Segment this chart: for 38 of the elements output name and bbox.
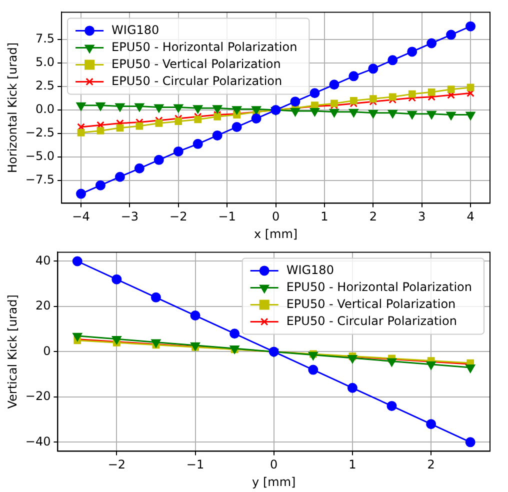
x-tick-label: −4 (72, 210, 90, 224)
x-tick-label: 1 (348, 458, 356, 472)
y-tick-label: 7.5 (35, 32, 55, 46)
x-tick-label: −2 (108, 458, 126, 472)
y-axis-title: Horizontal Kick [urad] (5, 42, 20, 173)
y-tick-label: 40 (35, 253, 51, 268)
x-tick-label: 4 (466, 210, 474, 224)
y-tick-label: 0 (43, 344, 51, 358)
x-tick-label: 1 (320, 210, 328, 224)
x-tick-label: 2 (427, 458, 435, 472)
legend-label: WIG180 (112, 22, 160, 37)
y-tick-label: 2.5 (35, 78, 55, 93)
y-tick-label: −40 (25, 434, 51, 448)
y-axis-title: Vertical Kick [urad] (5, 294, 20, 409)
y-tick-label: −2.5 (25, 126, 55, 140)
y-tick-label: −20 (25, 389, 51, 404)
x-axis-title: y [mm] (252, 474, 296, 489)
x-tick-label: −1 (218, 210, 236, 224)
y-tick-label: 0.0 (35, 102, 55, 116)
x-tick-label: −1 (186, 458, 204, 472)
legend-label: EPU50 - Circular Polarization (286, 314, 457, 328)
x-tick-label: 0 (270, 458, 278, 472)
y-tick-label: −7.5 (25, 172, 55, 187)
y-tick-label: 20 (35, 298, 51, 313)
x-tick-label: −2 (170, 210, 188, 224)
legend-label: EPU50 - Circular Polarization (112, 74, 282, 88)
x-tick-label: 2 (369, 210, 377, 224)
legend-label: EPU50 - Horizontal Polarization (112, 40, 298, 54)
x-tick-label: 0 (272, 210, 280, 224)
x-tick-label: 3 (418, 210, 426, 224)
x-tick-label: −3 (120, 210, 139, 224)
y-tick-label: −5.0 (25, 149, 55, 164)
y-tick-label: 5.0 (35, 55, 55, 70)
x-axis-title: x [mm] (254, 226, 298, 241)
legend-label: EPU50 - Vertical Polarization (286, 296, 456, 311)
legend-label: WIG180 (286, 262, 334, 277)
legend-label: EPU50 - Horizontal Polarization (286, 280, 472, 294)
legend-label: EPU50 - Vertical Polarization (112, 56, 281, 71)
